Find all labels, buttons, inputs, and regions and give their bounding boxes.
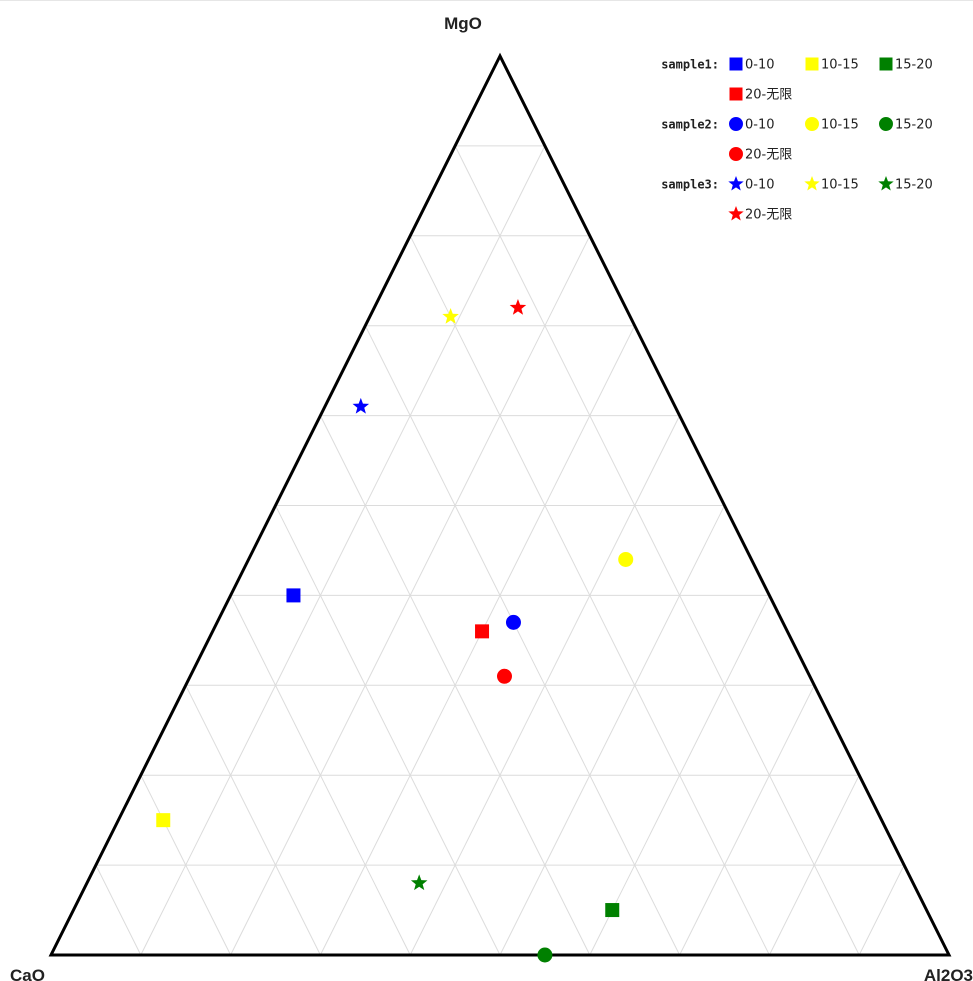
legend-item-label: 0-10 <box>745 118 775 133</box>
legend-marker-sample3-2 <box>878 175 894 191</box>
sample2-point <box>537 947 553 963</box>
sample1-point <box>475 624 490 639</box>
legend-title-sample3: sample3: <box>661 178 719 192</box>
legend-marker-sample1-0 <box>729 57 743 71</box>
legend-marker-sample2-0 <box>729 117 743 131</box>
grid-line <box>409 235 770 956</box>
grid-line <box>230 235 591 956</box>
grid-lines <box>95 145 905 956</box>
sample3-point <box>442 308 459 324</box>
sample2-point <box>496 668 512 684</box>
legend-marker-sample1-2 <box>879 57 893 71</box>
legend-item-label: 0-10 <box>745 58 775 73</box>
sample1-point <box>156 813 171 828</box>
data-points <box>156 299 634 963</box>
grid-line <box>364 325 681 956</box>
grid-line <box>319 325 636 956</box>
grid-line <box>275 505 501 956</box>
grid-line <box>858 864 905 956</box>
sample2-point <box>505 614 521 630</box>
sample1-point <box>286 588 301 603</box>
legend-item-label: 10-15 <box>821 118 859 133</box>
legend-item-label: 10-15 <box>821 178 859 193</box>
grid-line <box>140 145 546 956</box>
legend-marker-sample3-3 <box>728 205 744 221</box>
legend-item-label: 15-20 <box>895 178 933 193</box>
grid-line <box>454 145 860 956</box>
grid-line <box>679 685 815 956</box>
legend-marker-sample1-1 <box>805 57 819 71</box>
grid-line <box>185 685 321 956</box>
sample2-point <box>618 551 634 567</box>
axis-label-al2o3: Al2O3 <box>924 966 973 981</box>
sample1-point <box>605 903 620 918</box>
legend-marker-sample1-3 <box>729 87 743 101</box>
legend-item-label: 20-无限 <box>745 148 792 163</box>
legend-item-label: 20-无限 <box>745 88 792 103</box>
triangle-border <box>48 52 952 957</box>
legend: sample1: 0-10 10-15 15-20 20-无限 sample2: 0-10 1… <box>661 57 933 223</box>
axis-label-mgo: MgO <box>444 14 482 33</box>
grid-line <box>95 864 142 956</box>
legend-title-sample1: sample1: <box>661 58 719 72</box>
legend-marker-sample3-0 <box>728 175 744 191</box>
sample3-point <box>352 397 370 414</box>
sample3-point <box>509 299 527 315</box>
legend-item-label: 15-20 <box>895 58 933 73</box>
legend-marker-sample2-1 <box>805 117 819 131</box>
legend-item-label: 15-20 <box>895 118 933 133</box>
grid-line <box>499 505 725 956</box>
sample3-point <box>410 874 428 891</box>
legend-marker-sample2-3 <box>729 147 743 161</box>
legend-marker-sample2-2 <box>879 117 893 131</box>
legend-marker-sample3-1 <box>804 175 820 191</box>
legend-item-label: 10-15 <box>821 58 859 73</box>
legend-title-sample2: sample2: <box>661 118 719 132</box>
axis-label-cao: CaO <box>10 966 45 981</box>
legend-item-label: 0-10 <box>745 178 775 193</box>
legend-item-label: 20-无限 <box>745 208 792 223</box>
